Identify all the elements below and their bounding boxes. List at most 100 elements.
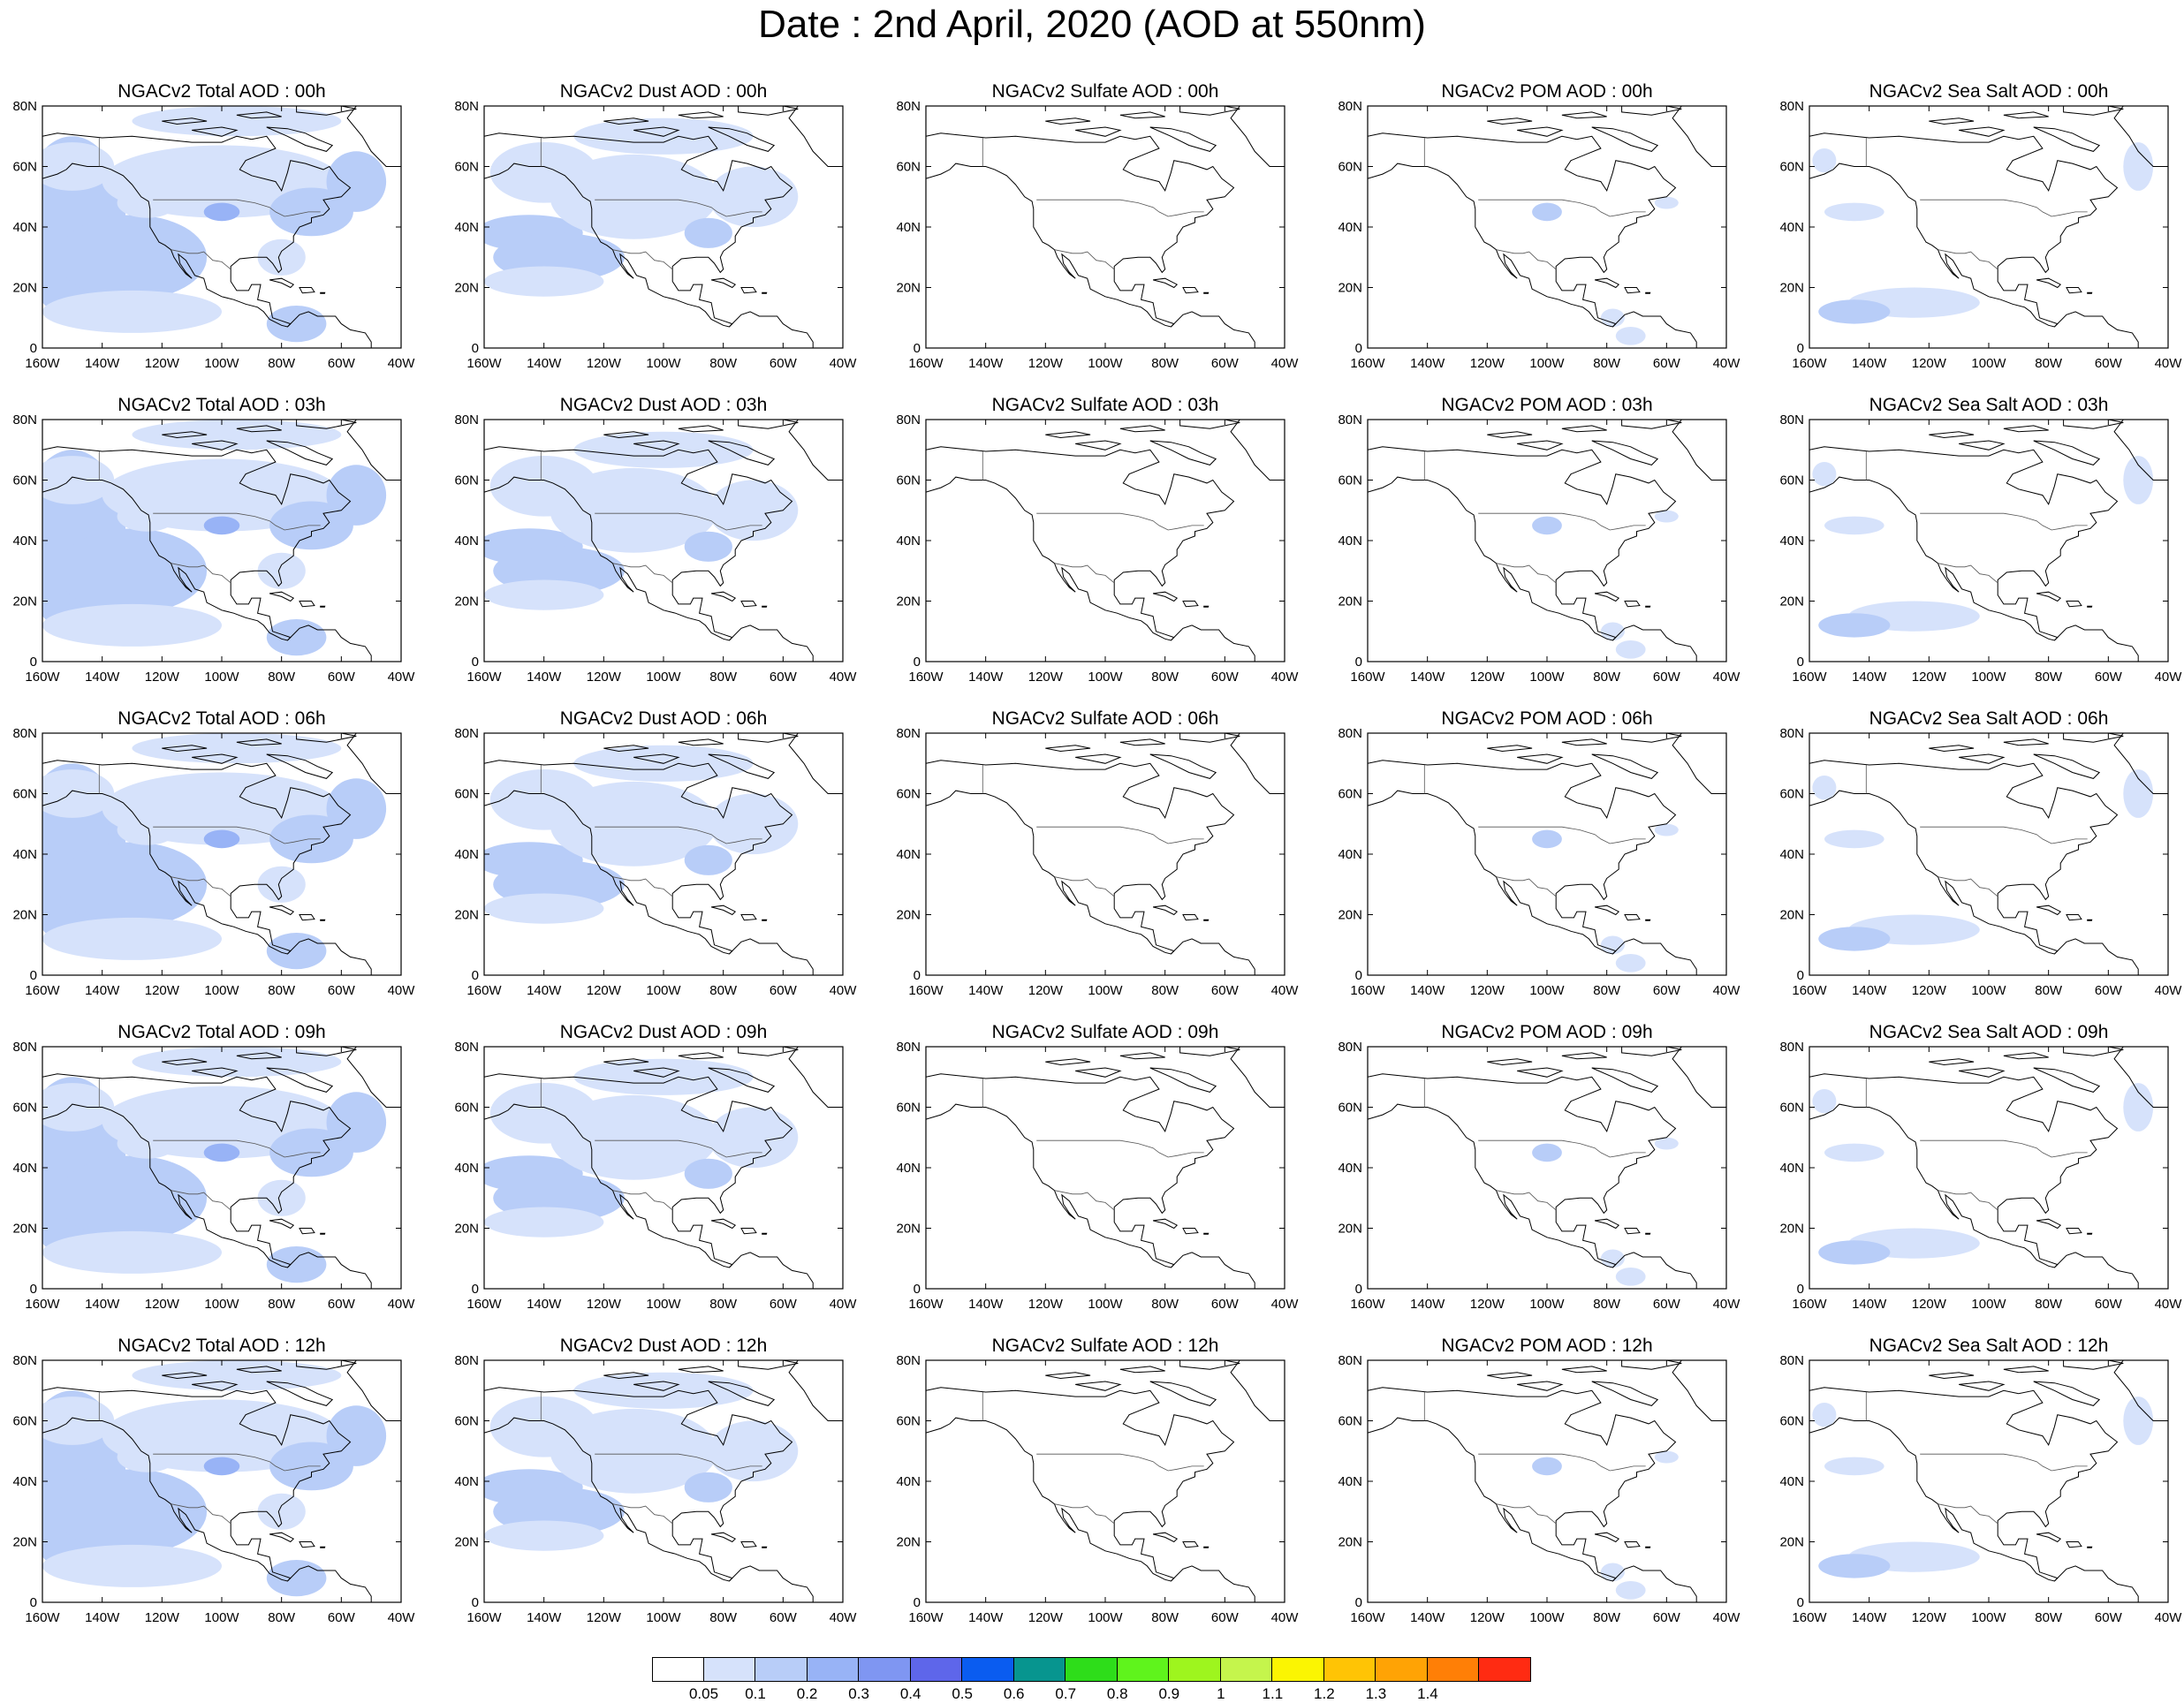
panel-title: NGACv2 Sea Salt AOD : 00h (1869, 81, 2109, 102)
map-panel-dust-06h: NGACv2 Dust AOD : 06h 160W 140W 120W 100W 80W… (442, 707, 883, 1007)
lat-tick-label: 80N (12, 413, 37, 428)
aod-field (1812, 776, 1837, 800)
map-plot: 160W 140W 120W 100W 80W 60W 40W 0 20N 40N 60N 80N (1779, 726, 2182, 998)
lon-tick-label: 160W (908, 670, 944, 685)
colorbar-label: 0.05 (688, 1685, 719, 1702)
aod-field (1615, 327, 1646, 345)
aod-field (1818, 1554, 1891, 1578)
lon-tick-label: 160W (466, 356, 502, 371)
aod-field (203, 516, 240, 535)
lon-tick-label: 60W (2095, 1610, 2123, 1625)
lon-tick-label: 100W (1529, 670, 1565, 685)
coastline (926, 1387, 1235, 1582)
map-plot: 160W 140W 120W 100W 80W 60W 40W 0 20N 40N 60N 80N (12, 726, 415, 998)
lon-tick-label: 60W (328, 356, 356, 371)
lat-tick-label: 20N (896, 281, 921, 296)
lon-tick-label: 80W (2035, 983, 2063, 998)
lon-tick-label: 100W (1971, 356, 2006, 371)
lon-tick-label: 100W (1971, 1610, 2006, 1625)
aod-field (326, 1092, 387, 1153)
lat-tick-label: 60N (454, 1101, 479, 1116)
lon-tick-label: 80W (2035, 670, 2063, 685)
aod-field (42, 1230, 222, 1274)
lon-tick-label: 80W (2035, 1297, 2063, 1312)
lat-tick-label: 40N (1779, 1161, 1804, 1176)
lon-tick-label: 80W (1593, 1610, 1621, 1625)
lon-tick-label: 100W (204, 356, 239, 371)
lat-tick-label: 40N (454, 220, 479, 235)
aod-field (42, 290, 222, 333)
lat-tick-label: 40N (1779, 534, 1804, 549)
lat-tick-label: 40N (12, 1474, 37, 1489)
lon-tick-label: 40W (388, 670, 416, 685)
lon-tick-label: 80W (1593, 356, 1621, 371)
map-panel-seasalt-09h: NGACv2 Sea Salt AOD : 09h 160W 140W 120W 100… (1767, 1020, 2184, 1321)
colorbar-swatch (859, 1657, 911, 1682)
colorbar-swatch (1013, 1657, 1066, 1682)
aod-field (57, 528, 208, 614)
colorbar-label: 1.4 (1417, 1685, 1438, 1702)
lat-tick-label: 20N (1338, 281, 1362, 296)
lat-tick-label: 0 (30, 655, 37, 670)
lat-tick-label: 80N (1338, 413, 1362, 428)
aod-field (484, 266, 604, 297)
aod-field (684, 217, 732, 248)
lat-tick-label: 80N (12, 1040, 37, 1055)
aod-field (326, 1405, 387, 1466)
aod-field (2123, 1396, 2154, 1445)
lat-tick-label: 0 (1355, 341, 1362, 356)
aod-field (708, 480, 799, 541)
lat-tick-label: 60N (12, 1414, 37, 1429)
lat-tick-label: 60N (454, 1414, 479, 1429)
lon-tick-label: 120W (1028, 983, 1064, 998)
lat-tick-label: 80N (1779, 99, 1804, 114)
panel-title: NGACv2 POM AOD : 12h (1441, 1336, 1653, 1356)
aod-field (2123, 456, 2154, 504)
lat-tick-label: 20N (1338, 908, 1362, 923)
lat-tick-label: 0 (472, 655, 479, 670)
lon-tick-label: 60W (1653, 983, 1681, 998)
lon-tick-label: 160W (1350, 670, 1385, 685)
lon-tick-label: 60W (1653, 356, 1681, 371)
lat-tick-label: 0 (1355, 1595, 1362, 1610)
lon-tick-label: 100W (1088, 670, 1123, 685)
aod-field (42, 769, 115, 818)
lon-tick-label: 140W (527, 1297, 562, 1312)
lat-tick-label: 80N (1779, 726, 1804, 741)
lon-tick-label: 80W (1151, 670, 1179, 685)
aod-field (57, 215, 208, 300)
lon-tick-label: 100W (646, 1610, 681, 1625)
lat-tick-label: 0 (30, 1282, 37, 1297)
aod-field (1824, 1457, 1884, 1476)
aod-field (1654, 510, 1679, 523)
aod-field (117, 187, 178, 218)
lon-tick-label: 120W (587, 1297, 622, 1312)
lon-tick-label: 60W (770, 1610, 798, 1625)
lon-tick-label: 40W (1271, 1610, 1300, 1625)
aod-field (684, 1472, 732, 1502)
map-panel-dust-03h: NGACv2 Dust AOD : 03h 160W 140W 120W 100W 80W… (442, 393, 883, 693)
lat-tick-label: 60N (454, 787, 479, 802)
lon-tick-label: 160W (1792, 983, 1827, 998)
lat-tick-label: 60N (896, 473, 921, 488)
aod-field (708, 1107, 799, 1169)
aod-field (1824, 202, 1884, 222)
aod-field (1654, 196, 1679, 209)
lon-tick-label: 120W (1028, 1610, 1064, 1625)
lon-tick-label: 120W (1912, 983, 1947, 998)
lon-tick-label: 80W (709, 983, 738, 998)
map-plot: 160W 140W 120W 100W 80W 60W 40W 0 20N 40N 60N 80N (454, 413, 857, 685)
aod-field (1654, 1450, 1679, 1464)
colorbar-label: 1.2 (1314, 1685, 1335, 1702)
aod-field (42, 603, 222, 647)
map-panel-sulfate-12h: NGACv2 Sulfate AOD : 12h 160W 140W 120W 100W… (883, 1334, 1325, 1634)
lon-tick-label: 100W (1971, 670, 2006, 685)
page-title: Date : 2nd April, 2020 (AOD at 550nm) (758, 3, 1426, 46)
lon-tick-label: 100W (1088, 1297, 1123, 1312)
map-panel-dust-12h: NGACv2 Dust AOD : 12h 160W 140W 120W 100W 80W… (442, 1334, 883, 1634)
aod-field (117, 501, 178, 532)
lon-tick-label: 40W (1271, 1297, 1300, 1312)
lat-tick-label: 0 (1355, 968, 1362, 983)
lat-tick-label: 20N (12, 1222, 37, 1237)
lat-tick-label: 20N (12, 908, 37, 923)
